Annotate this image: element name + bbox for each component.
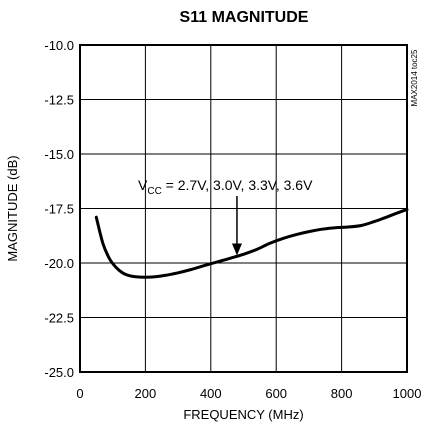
x-tick-label: 1000 bbox=[393, 386, 422, 401]
side-label: MAX2014 toc25 bbox=[410, 49, 419, 106]
chart-title: S11 MAGNITUDE bbox=[180, 9, 309, 26]
annotation-prefix: V bbox=[138, 177, 148, 193]
y-axis-label: MAGNITUDE (dB) bbox=[5, 155, 20, 261]
y-gridlines bbox=[80, 99, 407, 318]
series-line bbox=[94, 208, 409, 279]
y-tick-label: -25.0 bbox=[44, 365, 74, 380]
x-axis-label: FREQUENCY (MHz) bbox=[183, 407, 303, 422]
y-tick-labels: -10.0 -12.5 -15.0 -17.5 -20.0 -22.5 -25.0 bbox=[44, 38, 74, 380]
y-tick-label: -12.5 bbox=[44, 93, 74, 108]
x-tick-labels: 0 200 400 600 800 1000 bbox=[76, 386, 421, 401]
x-tick-label: 200 bbox=[135, 386, 157, 401]
x-tick-label: 400 bbox=[200, 386, 222, 401]
annotation-label: VCC = 2.7V, 3.0V, 3.3V, 3.6V bbox=[138, 177, 313, 197]
x-tick-label: 600 bbox=[265, 386, 287, 401]
annotation-subscript: CC bbox=[147, 186, 161, 197]
y-tick-label: -17.5 bbox=[44, 202, 74, 217]
annotation-arrow-head bbox=[231, 243, 242, 256]
x-tick-label: 0 bbox=[76, 386, 83, 401]
y-tick-label: -15.0 bbox=[44, 147, 74, 162]
y-tick-label: -10.0 bbox=[44, 38, 74, 53]
y-tick-label: -22.5 bbox=[44, 311, 74, 326]
y-tick-label: -20.0 bbox=[44, 256, 74, 271]
annotation-suffix: = 2.7V, 3.0V, 3.3V, 3.6V bbox=[162, 177, 313, 193]
x-tick-label: 800 bbox=[331, 386, 353, 401]
